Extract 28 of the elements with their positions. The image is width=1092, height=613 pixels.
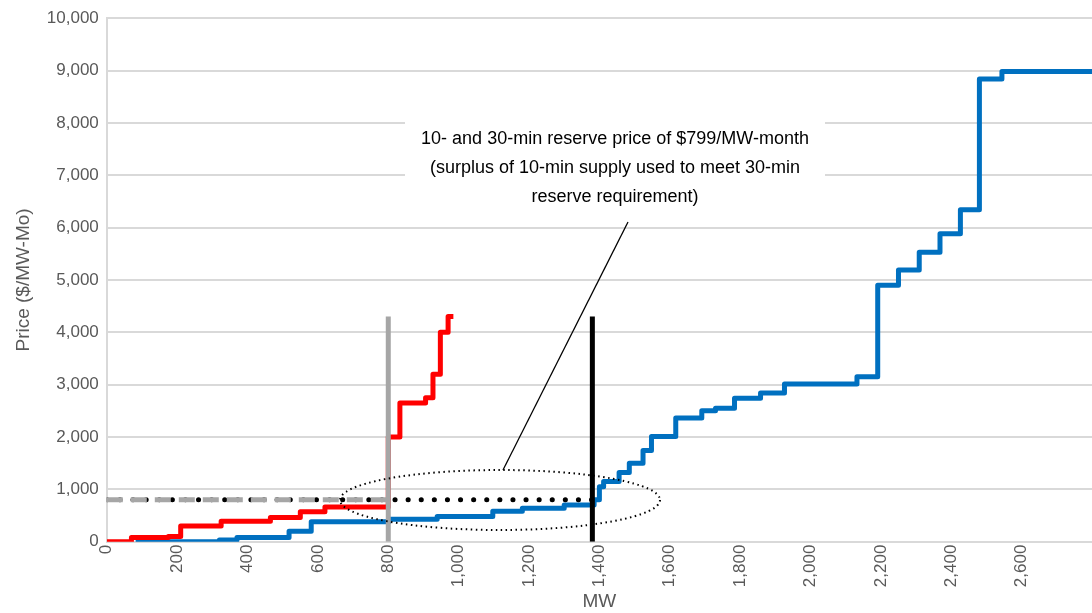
y-tick-label: 4,000 bbox=[56, 321, 99, 341]
annotation: 10- and 30-min reserve price of $799/MW-month (surplus of 10-min supply used to meet 30-min reserve requirement) bbox=[405, 118, 825, 217]
x-tick-label: 2,000 bbox=[800, 544, 820, 588]
y-axis-title: Price ($/MW-Mo) bbox=[11, 208, 33, 352]
y-tick-label: 6,000 bbox=[56, 217, 99, 237]
x-tick-label: 800 bbox=[377, 544, 397, 574]
x-tick-label: 200 bbox=[166, 544, 186, 574]
y-tick-label: 3,000 bbox=[56, 374, 99, 394]
x-tick-label: 1,600 bbox=[659, 544, 679, 588]
y-tick-label: 0 bbox=[89, 531, 99, 551]
x-tick-label: 1,200 bbox=[518, 544, 538, 588]
x-axis-title: MW bbox=[582, 589, 617, 611]
x-tick-label: 2,200 bbox=[870, 544, 890, 588]
y-tick-label: 9,000 bbox=[56, 60, 99, 80]
x-tick-label: 600 bbox=[307, 544, 327, 574]
x-tick-label: 2,600 bbox=[1011, 544, 1031, 588]
x-tick-label: 2,400 bbox=[940, 544, 960, 588]
x-tick-label: 400 bbox=[237, 544, 257, 574]
y-tick-label: 8,000 bbox=[56, 112, 99, 132]
x-tick-label: 1,400 bbox=[589, 544, 609, 588]
x-tick-label: 1,000 bbox=[448, 544, 468, 588]
y-tick-label: 7,000 bbox=[56, 164, 99, 184]
y-tick-label: 2,000 bbox=[56, 426, 99, 446]
x-tick-label: 0 bbox=[96, 544, 116, 555]
x-tick-label: 1,800 bbox=[729, 544, 749, 588]
y-tick-label: 10,000 bbox=[46, 7, 99, 27]
y-tick-label: 5,000 bbox=[56, 269, 99, 289]
y-tick-label: 1,000 bbox=[56, 479, 99, 498]
